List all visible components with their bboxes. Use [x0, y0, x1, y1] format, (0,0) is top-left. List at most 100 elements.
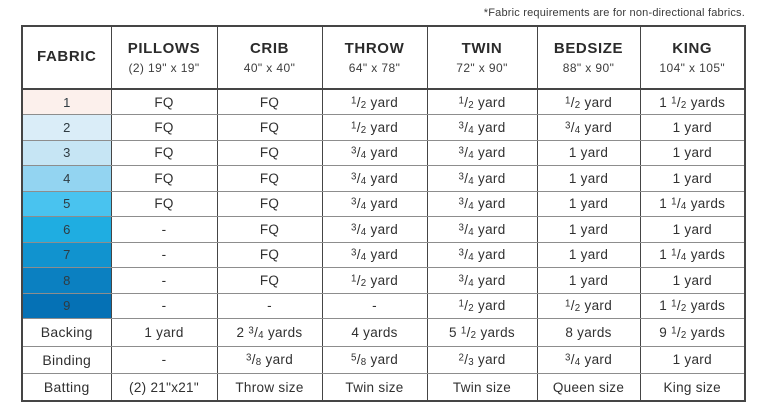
table-cell: FQ — [216, 267, 322, 294]
table-cell: 3/4 yard — [426, 216, 537, 243]
table-cell: 1 1/4 yards — [639, 191, 745, 217]
table-cell: 3/4 yard — [321, 242, 427, 268]
table-row: 5 FQ FQ 3/4 yard 3/4 yard 1 yard 1 1/4 yards — [21, 191, 745, 217]
fabric-swatch-cell: 9 — [21, 293, 111, 319]
table-cell: Throw size — [216, 373, 322, 401]
table-cell: 1 yard — [639, 346, 745, 374]
table-cell: - — [110, 346, 217, 374]
table-cell: 1 1/4 yards — [639, 242, 745, 268]
table-cell: 3/4 yard — [536, 114, 640, 141]
table-cell: (2) 21"x21" — [110, 373, 217, 401]
table-cell: 1/2 yard — [321, 89, 427, 115]
table-cell: 5/8 yard — [321, 346, 427, 374]
table-cell: FQ — [216, 140, 322, 166]
table-cell: 3/4 yard — [426, 191, 537, 217]
table-cell: 1 yard — [536, 191, 640, 217]
fabric-swatch-cell: 6 — [21, 216, 111, 243]
column-label: CRIB — [249, 39, 290, 57]
table-cell: 9 1/2 yards — [639, 318, 745, 347]
column-label: KING — [672, 39, 713, 57]
fabric-swatch-cell: 2 — [21, 114, 111, 141]
column-label: BEDSIZE — [553, 39, 624, 57]
column-dimensions: (2) 19" x 19" — [128, 60, 200, 75]
column-header-fabric: FABRIC — [21, 26, 111, 90]
disclaimer-note: *Fabric requirements are for non-directi… — [483, 7, 745, 19]
row-label-cell: Backing — [21, 318, 111, 347]
table-cell: 1/2 yard — [426, 293, 537, 319]
table-cell: FQ — [110, 165, 217, 192]
table-cell: 1 yard — [536, 165, 640, 192]
column-header-crib: CRIB 40" x 40" — [216, 26, 322, 90]
table-cell: 1 yard — [639, 140, 745, 166]
table-cell: 1 yard — [536, 267, 640, 294]
header-row: FABRIC PILLOWS (2) 19" x 19" CRIB 40" x 40" T… — [21, 26, 745, 90]
fabric-swatch-cell: 7 — [21, 242, 111, 268]
table-row: 8- FQ 1/2 yard 3/4 yard 1 yard 1 yard — [21, 267, 745, 294]
table-cell: - — [110, 267, 217, 294]
column-header-pillows: PILLOWS (2) 19" x 19" — [110, 26, 217, 90]
table-row: Batting (2) 21"x21" Throw size Twin size Twi… — [21, 373, 745, 401]
column-label: PILLOWS — [127, 39, 201, 57]
table-cell: 3/4 yard — [426, 242, 537, 268]
table-cell: 4 yards — [321, 318, 427, 347]
row-label-cell: Batting — [21, 373, 111, 401]
table-row: Backing 1 yard 2 3/4 yards 4 yards 5 1/2 yar… — [21, 318, 745, 347]
table-row: 7- FQ 3/4 yard 3/4 yard 1 yard 1 1/4 yards — [21, 242, 745, 268]
table-cell: 1 yard — [536, 140, 640, 166]
column-dimensions: 40" x 40" — [243, 60, 296, 75]
table-header: FABRIC PILLOWS (2) 19" x 19" CRIB 40" x 40" T… — [21, 26, 745, 90]
table-cell: 1/2 yard — [426, 89, 537, 115]
table-cell: 1 yard — [536, 242, 640, 268]
fabric-requirements-table: FABRIC PILLOWS (2) 19" x 19" CRIB 40" x 40" T… — [21, 25, 746, 402]
table-cell: - — [110, 216, 217, 243]
table-row: 4 FQ FQ 3/4 yard 3/4 yard 1 yard 1 yard — [21, 165, 745, 192]
table-cell: 3/4 yard — [426, 114, 537, 141]
table-cell: - — [110, 293, 217, 319]
table-cell: 1 yard — [639, 165, 745, 192]
column-dimensions: 64" x 78" — [348, 60, 401, 75]
table-cell: - — [110, 242, 217, 268]
table-cell: 3/4 yard — [321, 165, 427, 192]
table-cell: 2/3 yard — [426, 346, 537, 374]
table-cell: 3/4 yard — [426, 165, 537, 192]
table-cell: 3/4 yard — [426, 267, 537, 294]
fabric-swatch-cell: 8 — [21, 267, 111, 294]
column-header-bedsize: BEDSIZE 88" x 90" — [536, 26, 640, 90]
table-cell: 1/2 yard — [321, 114, 427, 141]
table-row: 1 FQ FQ 1/2 yard 1/2 yard 1/2 yard 1 1/2 yards — [21, 89, 745, 115]
table-cell: FQ — [216, 191, 322, 217]
table-cell: 1 yard — [110, 318, 217, 347]
table-cell: King size — [639, 373, 745, 401]
table-cell: 8 yards — [536, 318, 640, 347]
fabric-swatch-cell: 3 — [21, 140, 111, 166]
table-row: 9- - -1/2 yard 1/2 yard 1 1/2 yards — [21, 293, 745, 319]
table-cell: 1 yard — [639, 114, 745, 141]
table-cell: FQ — [110, 140, 217, 166]
table-cell: 3/4 yard — [536, 346, 640, 374]
fabric-swatch-cell: 4 — [21, 165, 111, 192]
table-cell: 1 1/2 yards — [639, 89, 745, 115]
table-cell: 3/4 yard — [321, 216, 427, 243]
table-cell: FQ — [216, 114, 322, 141]
table-cell: 3/4 yard — [321, 140, 427, 166]
table-cell: 5 1/2 yards — [426, 318, 537, 347]
table-cell: FQ — [110, 191, 217, 217]
table-cell: Twin size — [321, 373, 427, 401]
table-cell: 1/2 yard — [321, 267, 427, 294]
table-cell: 1 yard — [639, 267, 745, 294]
table-row: 3 FQ FQ 3/4 yard 3/4 yard 1 yard 1 yard — [21, 140, 745, 166]
table-cell: 1 1/2 yards — [639, 293, 745, 319]
table-cell: 1/2 yard — [536, 293, 640, 319]
table-row: 2 FQ FQ 1/2 yard 3/4 yard 3/4 yard 1 yard — [21, 114, 745, 141]
table-cell: Queen size — [536, 373, 640, 401]
row-label-cell: Binding — [21, 346, 111, 374]
table-body: 1 FQ FQ 1/2 yard 1/2 yard 1/2 yard 1 1/2 yards… — [21, 89, 745, 401]
column-header-twin: TWIN 72" x 90" — [426, 26, 537, 90]
table-cell: 3/8 yard — [216, 346, 322, 374]
column-label: THROW — [344, 39, 405, 57]
table-cell: FQ — [110, 89, 217, 115]
table-cell: 3/4 yard — [426, 140, 537, 166]
table-cell: 1/2 yard — [536, 89, 640, 115]
table-row: Binding -3/8 yard 5/8 yard 2/3 yard 3/4 yard… — [21, 346, 745, 374]
